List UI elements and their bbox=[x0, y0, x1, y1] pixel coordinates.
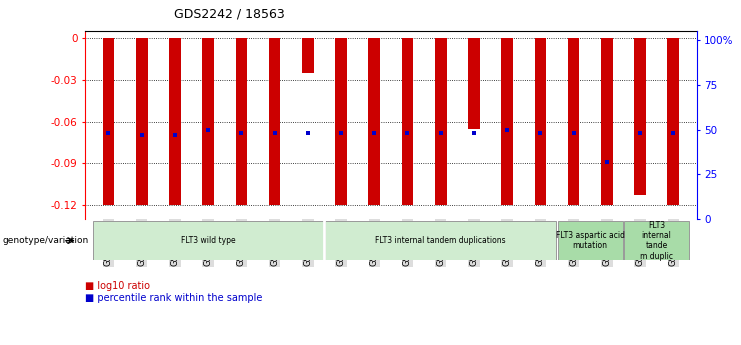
Text: GSM48541: GSM48541 bbox=[636, 220, 645, 266]
Bar bbox=[169, 38, 181, 205]
Text: GSM48546: GSM48546 bbox=[204, 220, 213, 266]
Bar bbox=[202, 38, 214, 205]
Text: GSM48350: GSM48350 bbox=[602, 220, 611, 266]
Text: GSM48510: GSM48510 bbox=[170, 220, 179, 266]
Text: GSM48507: GSM48507 bbox=[137, 220, 146, 266]
Bar bbox=[502, 38, 513, 205]
Bar bbox=[402, 38, 413, 205]
Bar bbox=[435, 38, 447, 205]
Text: GSM48252: GSM48252 bbox=[669, 220, 678, 266]
Text: GSM48543: GSM48543 bbox=[470, 220, 479, 266]
Text: ■ percentile rank within the sample: ■ percentile rank within the sample bbox=[85, 294, 262, 303]
Bar bbox=[468, 38, 479, 129]
Text: genotype/variation: genotype/variation bbox=[2, 236, 88, 245]
Bar bbox=[136, 38, 147, 205]
Text: GSM48253: GSM48253 bbox=[569, 220, 578, 266]
Bar bbox=[269, 38, 280, 205]
Text: GSM48587: GSM48587 bbox=[502, 220, 512, 266]
Text: GSM48584: GSM48584 bbox=[237, 220, 246, 266]
Text: FLT3
internal
tande
m duplic: FLT3 internal tande m duplic bbox=[640, 220, 673, 261]
Text: GDS2242 / 18563: GDS2242 / 18563 bbox=[174, 8, 285, 21]
Text: GSM48254: GSM48254 bbox=[104, 220, 113, 266]
Bar bbox=[335, 38, 347, 205]
Text: ■ log10 ratio: ■ log10 ratio bbox=[85, 282, 150, 291]
Text: GSM48586: GSM48586 bbox=[303, 220, 312, 266]
Bar bbox=[601, 38, 613, 205]
Text: GSM48539: GSM48539 bbox=[436, 220, 445, 266]
Bar bbox=[634, 38, 646, 195]
Text: GSM48503: GSM48503 bbox=[403, 220, 412, 266]
Bar bbox=[668, 38, 679, 205]
Bar bbox=[93, 221, 324, 260]
Text: FLT3 aspartic acid
mutation: FLT3 aspartic acid mutation bbox=[556, 231, 625, 250]
Bar bbox=[368, 38, 380, 205]
Text: GSM48255: GSM48255 bbox=[336, 220, 345, 266]
Text: GSM48588: GSM48588 bbox=[536, 220, 545, 266]
Bar bbox=[103, 38, 114, 205]
Bar bbox=[325, 221, 556, 260]
Bar bbox=[236, 38, 247, 205]
Bar bbox=[558, 221, 622, 260]
Bar bbox=[302, 38, 313, 73]
Text: FLT3 internal tandem duplications: FLT3 internal tandem duplications bbox=[376, 236, 506, 245]
Text: GSM48585: GSM48585 bbox=[270, 220, 279, 266]
Bar bbox=[568, 38, 579, 205]
Bar bbox=[534, 38, 546, 205]
Bar bbox=[624, 221, 689, 260]
Text: FLT3 wild type: FLT3 wild type bbox=[181, 236, 236, 245]
Text: GSM48501: GSM48501 bbox=[370, 220, 379, 266]
